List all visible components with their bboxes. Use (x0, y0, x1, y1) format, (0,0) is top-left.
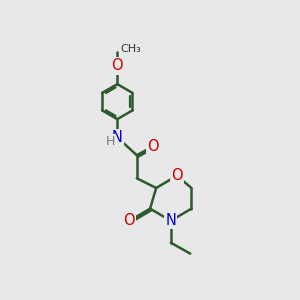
Text: N: N (112, 130, 123, 145)
Text: O: O (112, 58, 123, 74)
Text: O: O (124, 213, 135, 228)
Text: O: O (171, 168, 183, 183)
Text: CH₃: CH₃ (120, 44, 141, 54)
Text: O: O (147, 139, 158, 154)
Text: N: N (165, 213, 176, 228)
Text: H: H (105, 134, 115, 148)
